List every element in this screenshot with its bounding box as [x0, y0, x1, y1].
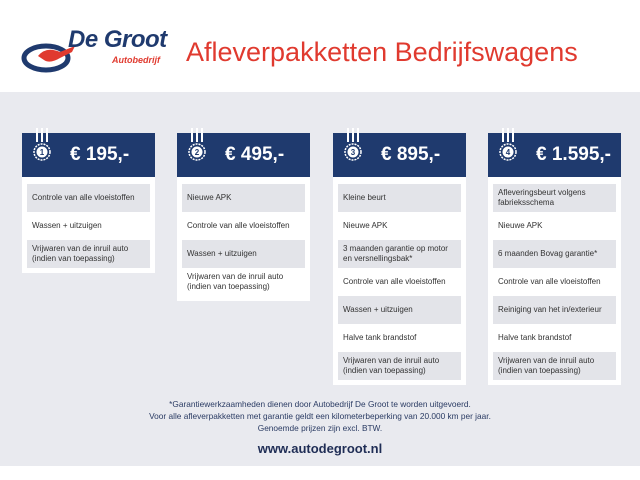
medal-number: 4 — [506, 148, 511, 157]
package-item: Wassen + uitzuigen — [32, 221, 102, 230]
package-item: Vrijwaren van de inruil auto (indien van… — [27, 240, 150, 268]
package-header: 2 € 495,- — [177, 128, 310, 177]
package-header: 1 € 195,- — [22, 128, 155, 177]
package-item: Wassen + uitzuigen — [338, 296, 461, 324]
package-items: Controle van alle vloeistoffen Wassen + u… — [22, 177, 155, 273]
package-item: Halve tank brandstof — [498, 333, 572, 342]
package-item: Controle van alle vloeistoffen — [343, 277, 446, 286]
medal-number: 3 — [351, 148, 356, 157]
package-price: € 895,- — [381, 144, 441, 165]
medal-icon: 1 — [33, 128, 51, 161]
page-title: Afleverpakketten Bedrijfswagens — [186, 37, 578, 67]
footer-notes: *Garantiewerkzaamheden dienen door Autob… — [0, 398, 640, 434]
package-item: Nieuwe APK — [498, 221, 543, 230]
package-items: Afleveringsbeurt volgens fabrieksschema N… — [488, 177, 621, 385]
package-card: 2 € 495,- Nieuwe APK Controle van alle vlo… — [177, 128, 310, 301]
package-price: € 1.595,- — [536, 144, 611, 165]
package-item: Nieuwe APK — [343, 221, 388, 230]
footer-line: *Garantiewerkzaamheden dienen door Autob… — [169, 399, 471, 409]
package-item: Controle van alle vloeistoffen — [498, 277, 601, 286]
package-item: Vrijwaren van de inruil auto (indien van… — [338, 352, 461, 380]
package-item: 3 maanden garantie op motor en versnelli… — [338, 240, 461, 268]
footer-line: Genoemde prijzen zijn excl. BTW. — [257, 423, 383, 433]
medal-icon: 3 — [344, 128, 362, 161]
package-price: € 195,- — [70, 144, 130, 165]
package-items: Kleine beurt Nieuwe APK 3 maanden garantie… — [333, 177, 466, 385]
medal-number: 2 — [195, 148, 200, 157]
package-item: Afleveringsbeurt volgens fabrieksschema — [493, 184, 616, 212]
package-header: 3 € 895,- — [333, 128, 466, 177]
package-item: Wassen + uitzuigen — [182, 240, 305, 268]
package-item: Controle van alle vloeistoffen — [27, 184, 150, 212]
medal-icon: 2 — [188, 128, 206, 161]
package-item: Halve tank brandstof — [343, 333, 417, 342]
package-items: Nieuwe APK Controle van alle vloeistoffen… — [177, 177, 310, 301]
logo: De Groot Autobedrijf — [20, 28, 167, 80]
package-item: Nieuwe APK — [182, 184, 305, 212]
website-link[interactable]: www.autodegroot.nl — [257, 441, 383, 456]
package-item: Reiniging van het in/exterieur — [493, 296, 616, 324]
package-card: 1 € 195,- Controle van alle vloeistoffen W… — [22, 128, 155, 273]
logo-swoosh-icon — [21, 43, 75, 73]
logo-name: De Groot — [68, 26, 167, 53]
package-item: Vrijwaren van de inruil auto (indien van… — [493, 352, 616, 380]
package-card: 4 € 1.595,- Afleveringsbeurt volgens fabr… — [488, 128, 621, 385]
medal-number: 1 — [40, 148, 45, 157]
package-card: 3 € 895,- Kleine beurt Nieuwe APK 3 maanden… — [333, 128, 466, 385]
package-price: € 495,- — [225, 144, 285, 165]
package-item: 6 maanden Bovag garantie* — [493, 240, 616, 268]
package-item: Vrijwaren van de inruil auto (indien van… — [187, 272, 284, 291]
logo-sub: Autobedrijf — [112, 55, 160, 65]
footer-line: Voor alle afleverpakketten met garantie … — [149, 411, 491, 421]
package-item: Controle van alle vloeistoffen — [187, 221, 290, 230]
package-item: Kleine beurt — [338, 184, 461, 212]
medal-icon: 4 — [499, 128, 517, 161]
package-header: 4 € 1.595,- — [488, 128, 621, 177]
